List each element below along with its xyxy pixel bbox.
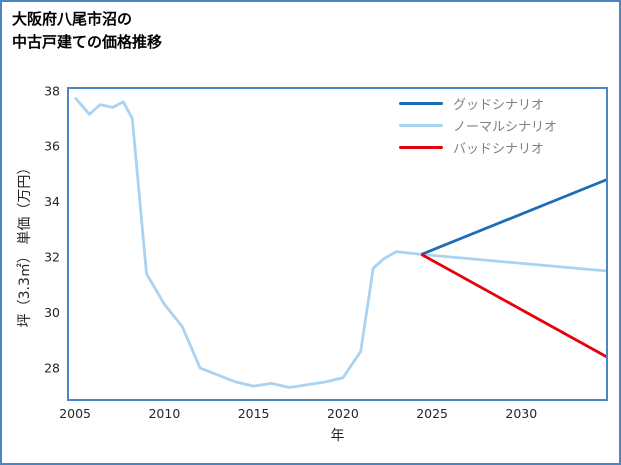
legend-item-good: グッドシナリオ (399, 95, 557, 113)
legend: グッドシナリオ ノーマルシナリオ バッドシナリオ (399, 95, 558, 157)
chart-title: 大阪府八尾市沼の 中古戸建ての価格推移 (12, 10, 163, 51)
series-line-normal (74, 96, 608, 389)
legend-label: バッドシナリオ (453, 141, 545, 157)
x-tick-label: 2015 (238, 406, 270, 421)
plot-border (67, 87, 608, 401)
y-tick-label: 34 (44, 194, 60, 209)
legend-line-swatch (399, 101, 443, 105)
y-tick-label: 32 (44, 250, 60, 265)
y-tick-label: 28 (44, 361, 60, 376)
series-line-bad (420, 253, 608, 359)
x-axis-label: 年 (330, 428, 345, 444)
x-tick-label: 2025 (416, 406, 448, 421)
legend-item-normal: ノーマルシナリオ (399, 117, 558, 135)
y-tick-label: 30 (44, 305, 60, 320)
legend-line-swatch (399, 123, 443, 127)
x-tick-label: 2010 (148, 406, 180, 421)
legend-label: ノーマルシナリオ (453, 119, 558, 135)
y-axis-label: 坪（3.3㎡） 単価（万円） (17, 160, 33, 328)
legend-line-swatch (399, 145, 443, 149)
legend-item-bad: バッドシナリオ (399, 139, 557, 157)
x-tick-label: 2005 (59, 406, 91, 421)
x-tick-label: 2020 (327, 406, 359, 421)
y-tick-label: 38 (44, 83, 60, 98)
y-tick-label: 36 (44, 139, 60, 154)
legend-label: グッドシナリオ (453, 97, 545, 113)
x-tick-label: 2030 (505, 406, 537, 421)
series-line-good (420, 178, 608, 256)
